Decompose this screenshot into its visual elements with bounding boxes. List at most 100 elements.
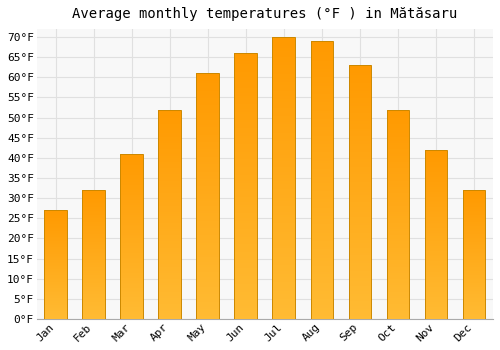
Polygon shape bbox=[462, 285, 485, 287]
Polygon shape bbox=[462, 215, 485, 216]
Polygon shape bbox=[424, 317, 448, 319]
Polygon shape bbox=[386, 128, 409, 131]
Polygon shape bbox=[196, 196, 220, 198]
Polygon shape bbox=[82, 203, 105, 204]
Polygon shape bbox=[196, 122, 220, 125]
Polygon shape bbox=[386, 156, 409, 158]
Polygon shape bbox=[234, 175, 258, 178]
Polygon shape bbox=[310, 250, 334, 252]
Polygon shape bbox=[424, 214, 448, 216]
Polygon shape bbox=[234, 215, 258, 218]
Polygon shape bbox=[348, 78, 372, 80]
Polygon shape bbox=[462, 274, 485, 275]
Polygon shape bbox=[120, 236, 143, 238]
Polygon shape bbox=[234, 231, 258, 234]
Polygon shape bbox=[82, 309, 105, 310]
Polygon shape bbox=[120, 172, 143, 174]
Polygon shape bbox=[158, 300, 181, 302]
Polygon shape bbox=[120, 316, 143, 317]
Polygon shape bbox=[310, 197, 334, 199]
Polygon shape bbox=[348, 217, 372, 220]
Polygon shape bbox=[310, 172, 334, 174]
Polygon shape bbox=[310, 316, 334, 319]
Polygon shape bbox=[348, 190, 372, 192]
Polygon shape bbox=[158, 122, 181, 124]
Polygon shape bbox=[424, 295, 448, 297]
Polygon shape bbox=[120, 155, 143, 157]
Polygon shape bbox=[272, 257, 295, 260]
Polygon shape bbox=[462, 300, 485, 301]
Polygon shape bbox=[462, 198, 485, 199]
Polygon shape bbox=[386, 279, 409, 281]
Polygon shape bbox=[196, 220, 220, 223]
Polygon shape bbox=[424, 155, 448, 156]
Polygon shape bbox=[44, 288, 67, 289]
Polygon shape bbox=[348, 98, 372, 101]
Polygon shape bbox=[196, 120, 220, 122]
Polygon shape bbox=[462, 311, 485, 313]
Polygon shape bbox=[158, 174, 181, 176]
Polygon shape bbox=[234, 183, 258, 186]
Polygon shape bbox=[272, 155, 295, 158]
Polygon shape bbox=[234, 212, 258, 215]
Polygon shape bbox=[310, 83, 334, 85]
Polygon shape bbox=[234, 239, 258, 242]
Polygon shape bbox=[348, 101, 372, 103]
Polygon shape bbox=[196, 191, 220, 194]
Polygon shape bbox=[82, 208, 105, 209]
Polygon shape bbox=[234, 173, 258, 175]
Polygon shape bbox=[120, 170, 143, 172]
Polygon shape bbox=[310, 149, 334, 152]
Polygon shape bbox=[424, 268, 448, 270]
Polygon shape bbox=[196, 174, 220, 176]
Polygon shape bbox=[310, 119, 334, 122]
Polygon shape bbox=[310, 211, 334, 214]
Polygon shape bbox=[462, 310, 485, 311]
Polygon shape bbox=[158, 137, 181, 139]
Polygon shape bbox=[82, 228, 105, 229]
Polygon shape bbox=[348, 256, 372, 258]
Polygon shape bbox=[120, 248, 143, 250]
Polygon shape bbox=[462, 294, 485, 296]
Polygon shape bbox=[424, 305, 448, 307]
Polygon shape bbox=[44, 228, 67, 229]
Polygon shape bbox=[44, 224, 67, 225]
Polygon shape bbox=[386, 210, 409, 212]
Polygon shape bbox=[310, 205, 334, 208]
Polygon shape bbox=[386, 212, 409, 214]
Polygon shape bbox=[310, 263, 334, 266]
Polygon shape bbox=[424, 263, 448, 265]
Polygon shape bbox=[234, 106, 258, 109]
Polygon shape bbox=[158, 170, 181, 172]
Polygon shape bbox=[424, 158, 448, 160]
Polygon shape bbox=[386, 273, 409, 275]
Polygon shape bbox=[82, 213, 105, 215]
Polygon shape bbox=[82, 222, 105, 224]
Polygon shape bbox=[386, 300, 409, 302]
Polygon shape bbox=[272, 276, 295, 279]
Polygon shape bbox=[424, 258, 448, 260]
Polygon shape bbox=[272, 51, 295, 54]
Polygon shape bbox=[386, 298, 409, 300]
Polygon shape bbox=[272, 158, 295, 161]
Polygon shape bbox=[386, 289, 409, 292]
Polygon shape bbox=[462, 193, 485, 194]
Polygon shape bbox=[234, 167, 258, 170]
Polygon shape bbox=[424, 174, 448, 175]
Polygon shape bbox=[44, 260, 67, 261]
Polygon shape bbox=[348, 200, 372, 202]
Polygon shape bbox=[234, 162, 258, 165]
Polygon shape bbox=[310, 247, 334, 250]
Polygon shape bbox=[462, 194, 485, 195]
Polygon shape bbox=[310, 155, 334, 158]
Polygon shape bbox=[386, 216, 409, 218]
Polygon shape bbox=[158, 135, 181, 137]
Polygon shape bbox=[120, 263, 143, 264]
Polygon shape bbox=[44, 250, 67, 252]
Polygon shape bbox=[424, 221, 448, 223]
Polygon shape bbox=[272, 150, 295, 153]
Polygon shape bbox=[44, 236, 67, 237]
Polygon shape bbox=[424, 315, 448, 317]
Polygon shape bbox=[44, 246, 67, 247]
Polygon shape bbox=[386, 231, 409, 233]
